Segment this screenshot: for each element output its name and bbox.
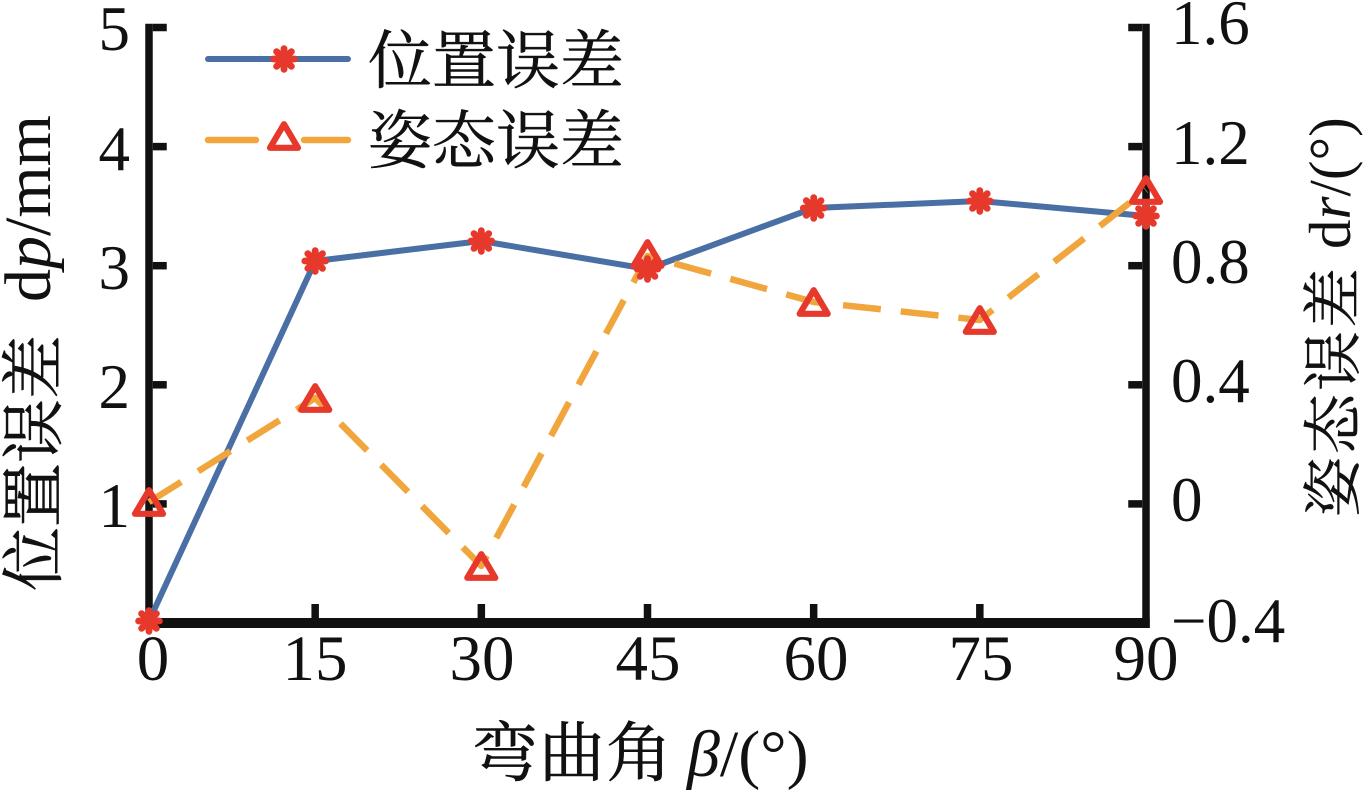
svg-text:3: 3 <box>99 233 131 303</box>
svg-text:15: 15 <box>283 623 348 695</box>
svg-text:−0.4: −0.4 <box>1171 586 1285 656</box>
svg-text:1.2: 1.2 <box>1171 108 1250 178</box>
svg-text:75: 75 <box>949 623 1014 695</box>
svg-text:0.4: 0.4 <box>1171 346 1250 416</box>
svg-text:45: 45 <box>616 623 681 695</box>
svg-text:dp/mm: dp/mm <box>0 115 65 302</box>
svg-text:0: 0 <box>137 623 170 695</box>
svg-text:dr/(°): dr/(°) <box>1297 117 1363 249</box>
svg-text:30: 30 <box>450 623 515 695</box>
svg-text:1: 1 <box>99 471 131 541</box>
svg-text:4: 4 <box>99 114 131 184</box>
svg-text:β/(°): β/(°) <box>685 718 809 791</box>
svg-text:60: 60 <box>784 623 849 695</box>
svg-text:5: 5 <box>99 0 131 64</box>
svg-text:1.6: 1.6 <box>1171 0 1250 58</box>
svg-text:0: 0 <box>1171 465 1203 535</box>
svg-text:0.8: 0.8 <box>1171 227 1250 297</box>
svg-text:90: 90 <box>1114 623 1179 695</box>
svg-text:2: 2 <box>99 352 131 422</box>
